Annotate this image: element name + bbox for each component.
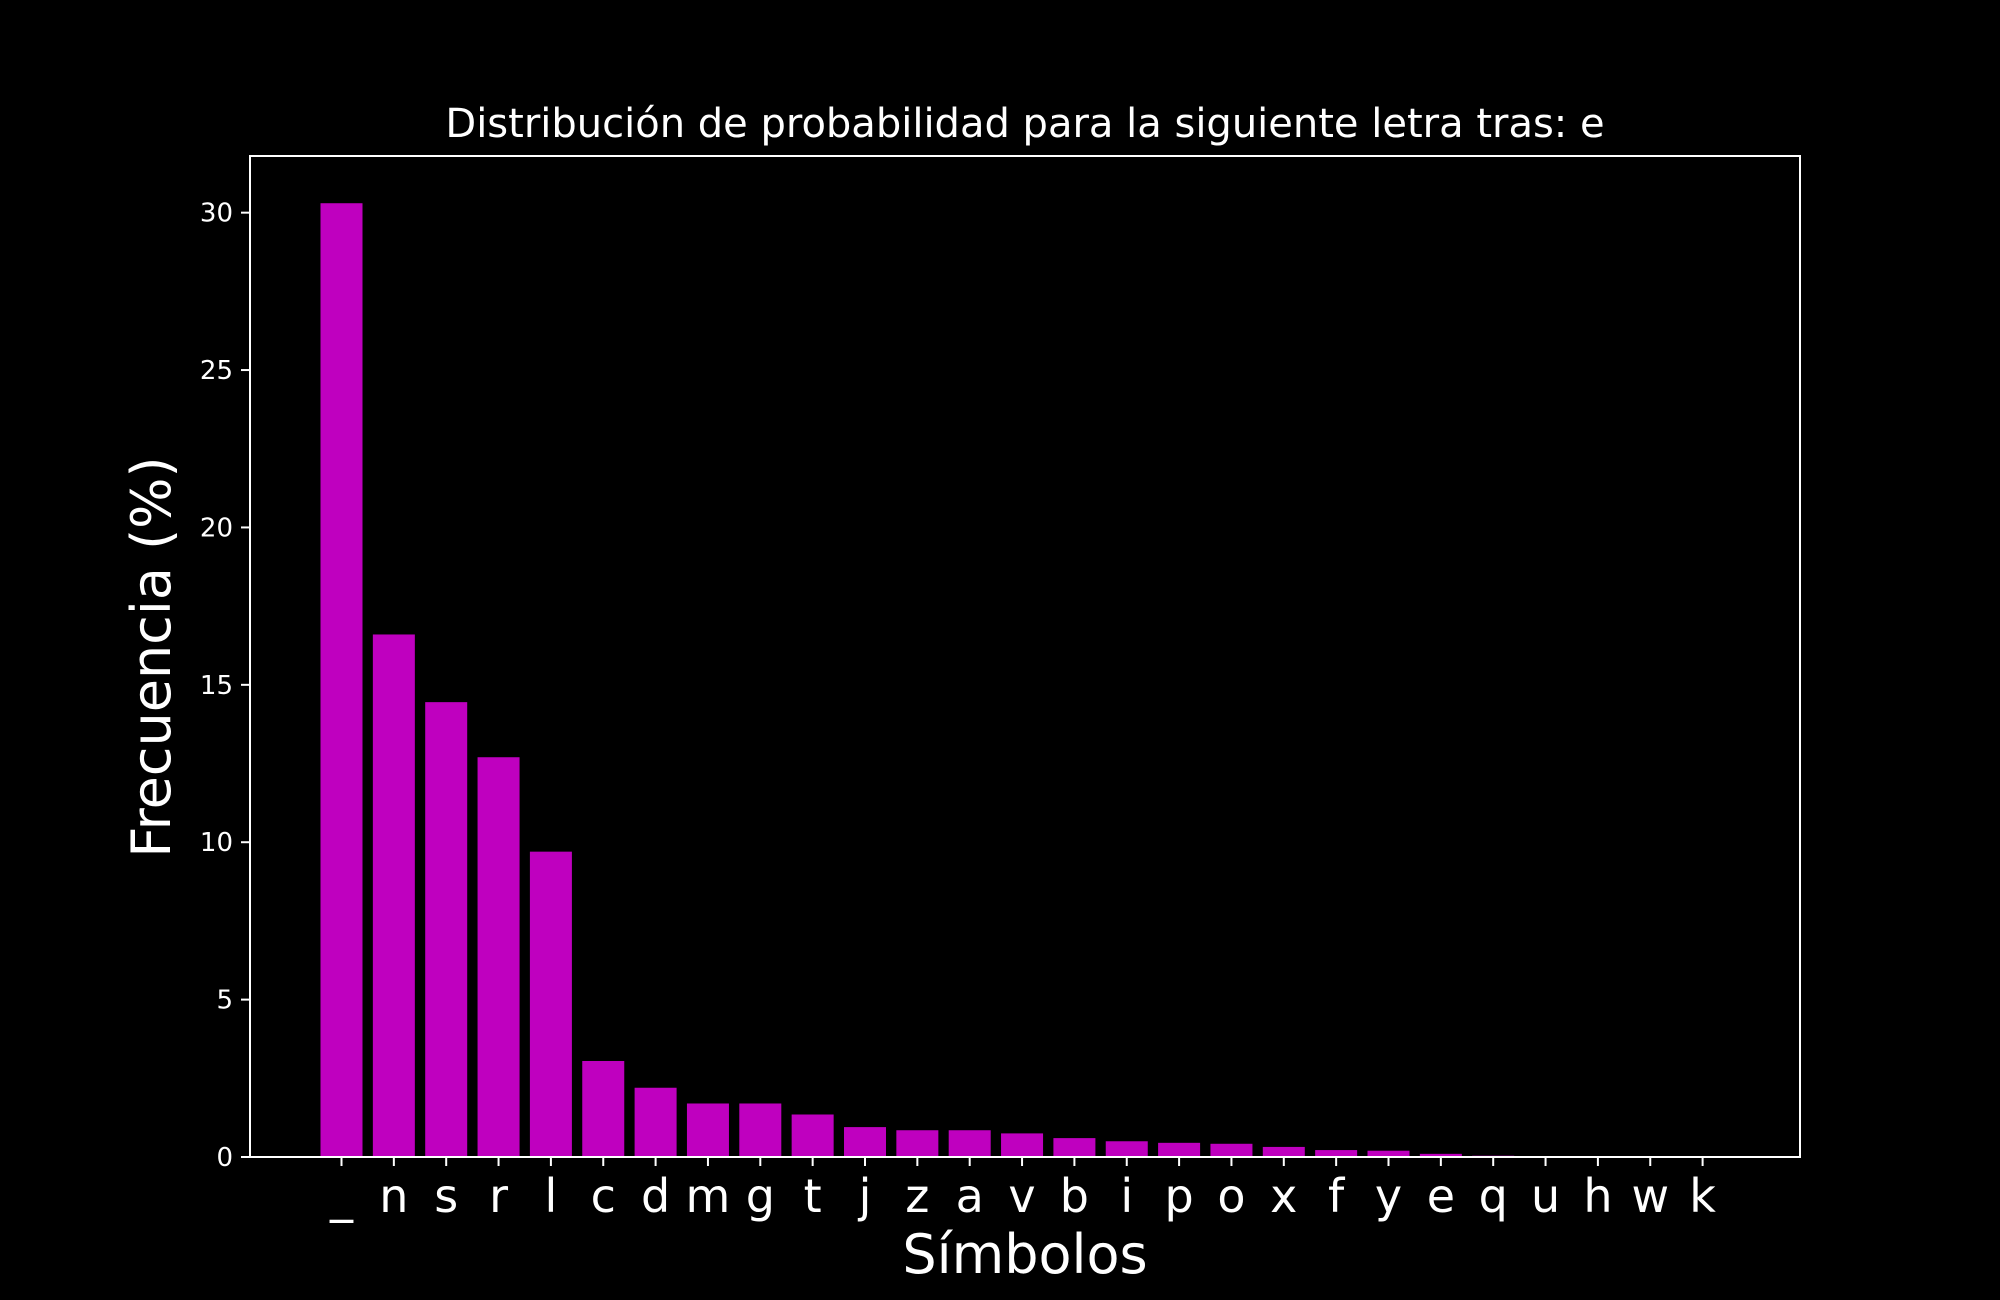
- x-tick-label: l: [545, 1169, 558, 1223]
- axes-frame: [249, 155, 1801, 1158]
- x-tick-label: j: [858, 1169, 872, 1223]
- x-tick-label: u: [1531, 1169, 1560, 1223]
- bar-t: [791, 1114, 834, 1157]
- bar-z: [896, 1130, 939, 1157]
- bar-x: [1262, 1146, 1305, 1157]
- x-tick-label: o: [1217, 1169, 1245, 1223]
- y-tick-label: 15: [200, 671, 233, 701]
- y-axis-label: Frecuencia (%): [120, 456, 183, 857]
- x-tick-label: k: [1689, 1169, 1716, 1223]
- x-tick-label: q: [1479, 1169, 1508, 1223]
- x-tick-label: b: [1060, 1169, 1089, 1223]
- x-tick-label: e: [1427, 1169, 1455, 1223]
- y-tick-label: 0: [216, 1143, 233, 1173]
- y-tick-label: 20: [200, 513, 233, 543]
- x-tick-label: x: [1270, 1169, 1297, 1223]
- bar-e: [1419, 1153, 1462, 1157]
- x-tick-label: n: [379, 1169, 408, 1223]
- bar-d: [634, 1087, 677, 1157]
- bar-g: [739, 1103, 782, 1157]
- bar-b: [1053, 1138, 1096, 1157]
- x-tick-label: z: [905, 1169, 929, 1223]
- bar-v: [1001, 1133, 1044, 1157]
- bar-m: [686, 1103, 729, 1157]
- x-axis-label: Símbolos: [902, 1223, 1147, 1286]
- x-tick-label: f: [1328, 1169, 1346, 1223]
- x-tick-label: _: [329, 1169, 354, 1223]
- bar-r: [477, 757, 520, 1157]
- x-tick-label: h: [1583, 1169, 1612, 1223]
- chart-title: Distribución de probabilidad para la sig…: [445, 101, 1604, 147]
- bar-p: [1158, 1142, 1201, 1157]
- x-tick-label: m: [686, 1169, 731, 1223]
- y-tick-label: 10: [200, 828, 233, 858]
- bar-s: [425, 702, 468, 1157]
- bar-f: [1315, 1150, 1358, 1157]
- x-tick-label: d: [641, 1169, 670, 1223]
- x-tick-label: t: [804, 1169, 822, 1223]
- x-tick-label: i: [1120, 1169, 1133, 1223]
- x-tick-label: y: [1375, 1169, 1402, 1223]
- x-tick-label: g: [746, 1169, 775, 1223]
- y-tick-label: 5: [216, 986, 233, 1016]
- bar-o: [1210, 1143, 1253, 1157]
- bar-l: [529, 851, 572, 1157]
- bar-a: [948, 1130, 991, 1157]
- bar-c: [582, 1060, 625, 1157]
- bar-n: [372, 634, 415, 1157]
- x-tick-label: p: [1164, 1169, 1193, 1223]
- bar-j: [844, 1127, 886, 1157]
- x-tick-label: c: [591, 1169, 616, 1223]
- x-tick-label: r: [489, 1169, 508, 1223]
- x-tick-label: s: [434, 1169, 458, 1223]
- x-axis: _ n s r l c d m g t j z a v b i p o x f y e q u h w k: [329, 1157, 1716, 1223]
- x-tick-label: v: [1008, 1169, 1035, 1223]
- bar-y: [1367, 1150, 1410, 1157]
- bar-underscore: [320, 203, 363, 1158]
- plot-area: [320, 203, 1724, 1158]
- y-axis: 0 5 10 15 20 25 30: [200, 199, 250, 1173]
- x-tick-label: w: [1631, 1169, 1669, 1223]
- x-tick-label: a: [956, 1169, 984, 1223]
- y-tick-label: 25: [200, 356, 233, 386]
- y-tick-label: 30: [200, 199, 233, 229]
- bar-i: [1105, 1141, 1148, 1157]
